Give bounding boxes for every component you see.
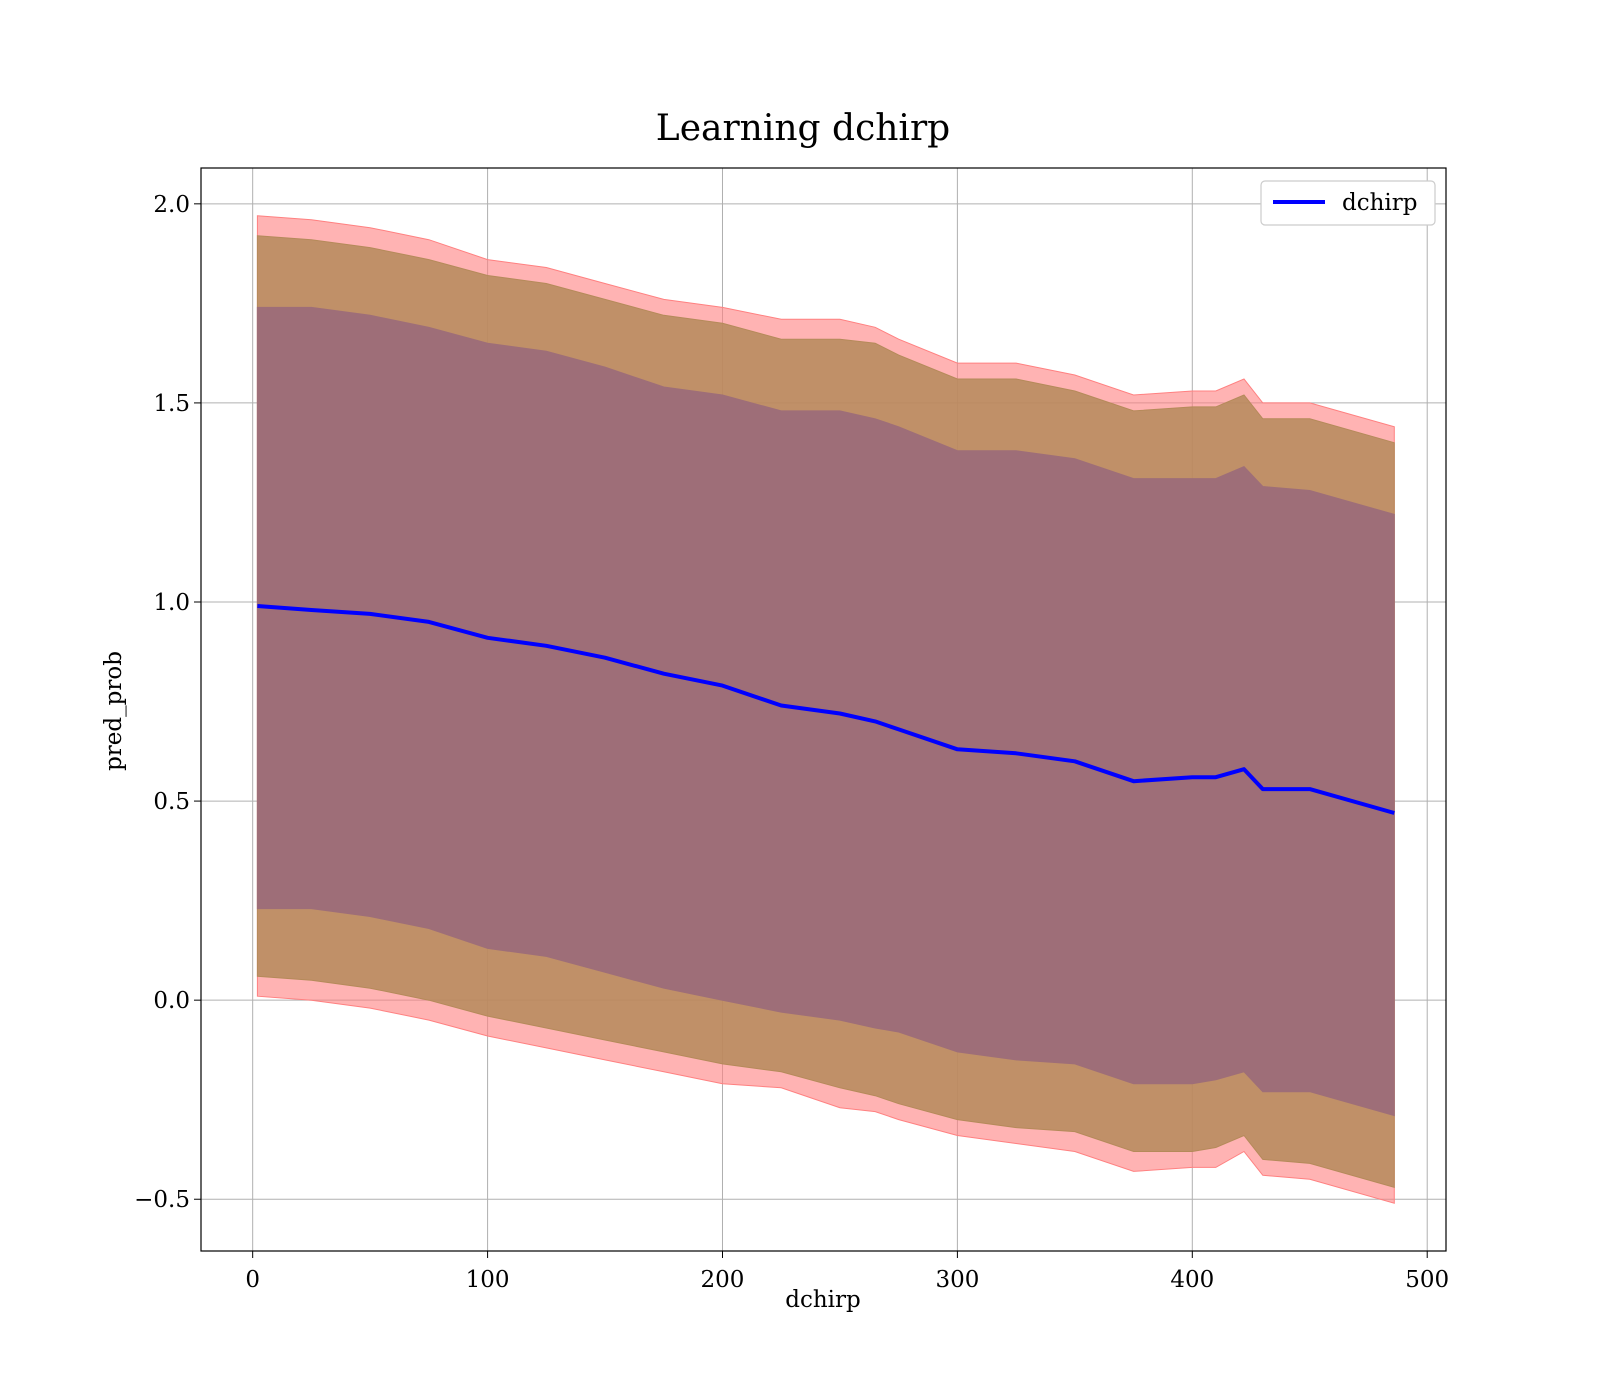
legend-label-dchirp: dchirp [1342,190,1418,216]
y-tick-label: −0.5 [134,1187,190,1213]
y-tick-label: 0.0 [153,988,190,1014]
x-tick-label: 0 [245,1267,260,1293]
x-axis-ticks: 0 100 200 300 400 500 [245,1251,1449,1293]
x-tick-label: 400 [1170,1267,1214,1293]
x-tick-label: 100 [466,1267,510,1293]
y-axis-ticks: −0.5 0.0 0.5 1.0 1.5 2.0 [134,192,201,1213]
y-axis-label: pred_prob [101,651,127,771]
y-tick-label: 2.0 [153,192,190,218]
chart-title: Learning dchirp [656,108,950,149]
series-lines [257,604,1395,815]
plot-area [200,167,1447,1252]
legend-box [1260,180,1436,226]
plot-frame [200,167,1447,1252]
x-tick-label: 200 [701,1267,745,1293]
y-tick-label: 0.5 [153,789,190,815]
series-line-dchirp [257,604,1395,815]
confidence-bands [256,215,1395,1204]
y-tick-label: 1.5 [153,391,190,417]
y-tick-label: 1.0 [153,590,190,616]
x-axis-label: dchirp [785,1287,861,1313]
legend: dchirp [1260,180,1436,226]
x-tick-label: 300 [935,1267,979,1293]
x-tick-label: 500 [1405,1267,1449,1293]
